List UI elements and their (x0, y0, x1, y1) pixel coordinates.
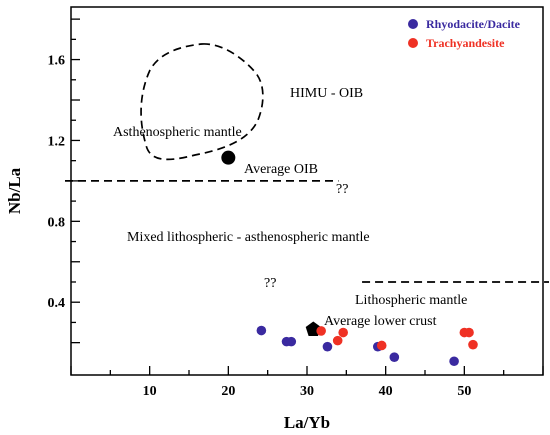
annotation-lithospheric-mantle: Lithospheric mantle (355, 293, 467, 308)
legend-label-trachyandesite: Trachyandesite (426, 36, 505, 50)
y-axis-title: Nb/La (5, 167, 24, 214)
rhyodacite-point (286, 336, 297, 347)
y-tick-label: 0.8 (48, 215, 66, 230)
annotation-himu-oib: HIMU - OIB (290, 86, 363, 101)
annotation-asthenospheric-mantle: Asthenospheric mantle (113, 125, 242, 140)
trachyandesite-point (376, 340, 387, 351)
average-oib-label: Average OIB (244, 162, 318, 177)
boundary-label-lower: ?? (264, 276, 276, 291)
legend: Rhyodacite/Dacite Trachyandesite (408, 17, 521, 50)
rhyodacite-point (389, 352, 400, 363)
average-lower-crust-label: Average lower crust (324, 314, 437, 329)
trachyandesite-point (332, 335, 343, 346)
x-tick-label: 50 (457, 384, 471, 399)
trachyandesite-point (338, 327, 348, 338)
data-points (256, 325, 478, 367)
y-tick-label: 1.6 (48, 54, 66, 69)
trachyandesite-point (468, 339, 478, 350)
y-tick-label: 0.4 (48, 296, 66, 311)
legend-label-rhyodacite: Rhyodacite/Dacite (426, 17, 521, 31)
x-tick-label: 10 (143, 384, 157, 399)
rhyodacite-point (256, 325, 267, 336)
rhyodacite-point (322, 341, 333, 352)
average-oib-marker (221, 150, 236, 165)
x-tick-label: 20 (221, 384, 235, 399)
trachyandesite-point (316, 326, 326, 336)
boundary-label-upper: ?? (336, 182, 348, 197)
asthenospheric-mantle-field (140, 43, 264, 161)
rhyodacite-point (449, 356, 459, 367)
annotation-mixed-mantle: Mixed lithospheric - asthenospheric mant… (127, 230, 370, 245)
y-axis: 0.4 0.8 1.2 1.6 (48, 18, 80, 344)
trachyandesite-point (464, 327, 474, 338)
x-tick-label: 30 (300, 384, 314, 399)
legend-marker-trachyandesite (408, 38, 418, 48)
x-axis-title: La/Yb (284, 413, 330, 432)
x-axis: 10 20 30 40 50 (70, 366, 544, 399)
x-tick-label: 40 (379, 384, 393, 399)
legend-marker-rhyodacite (408, 19, 418, 29)
y-tick-label: 1.2 (48, 134, 66, 149)
plot-frame (70, 6, 544, 376)
